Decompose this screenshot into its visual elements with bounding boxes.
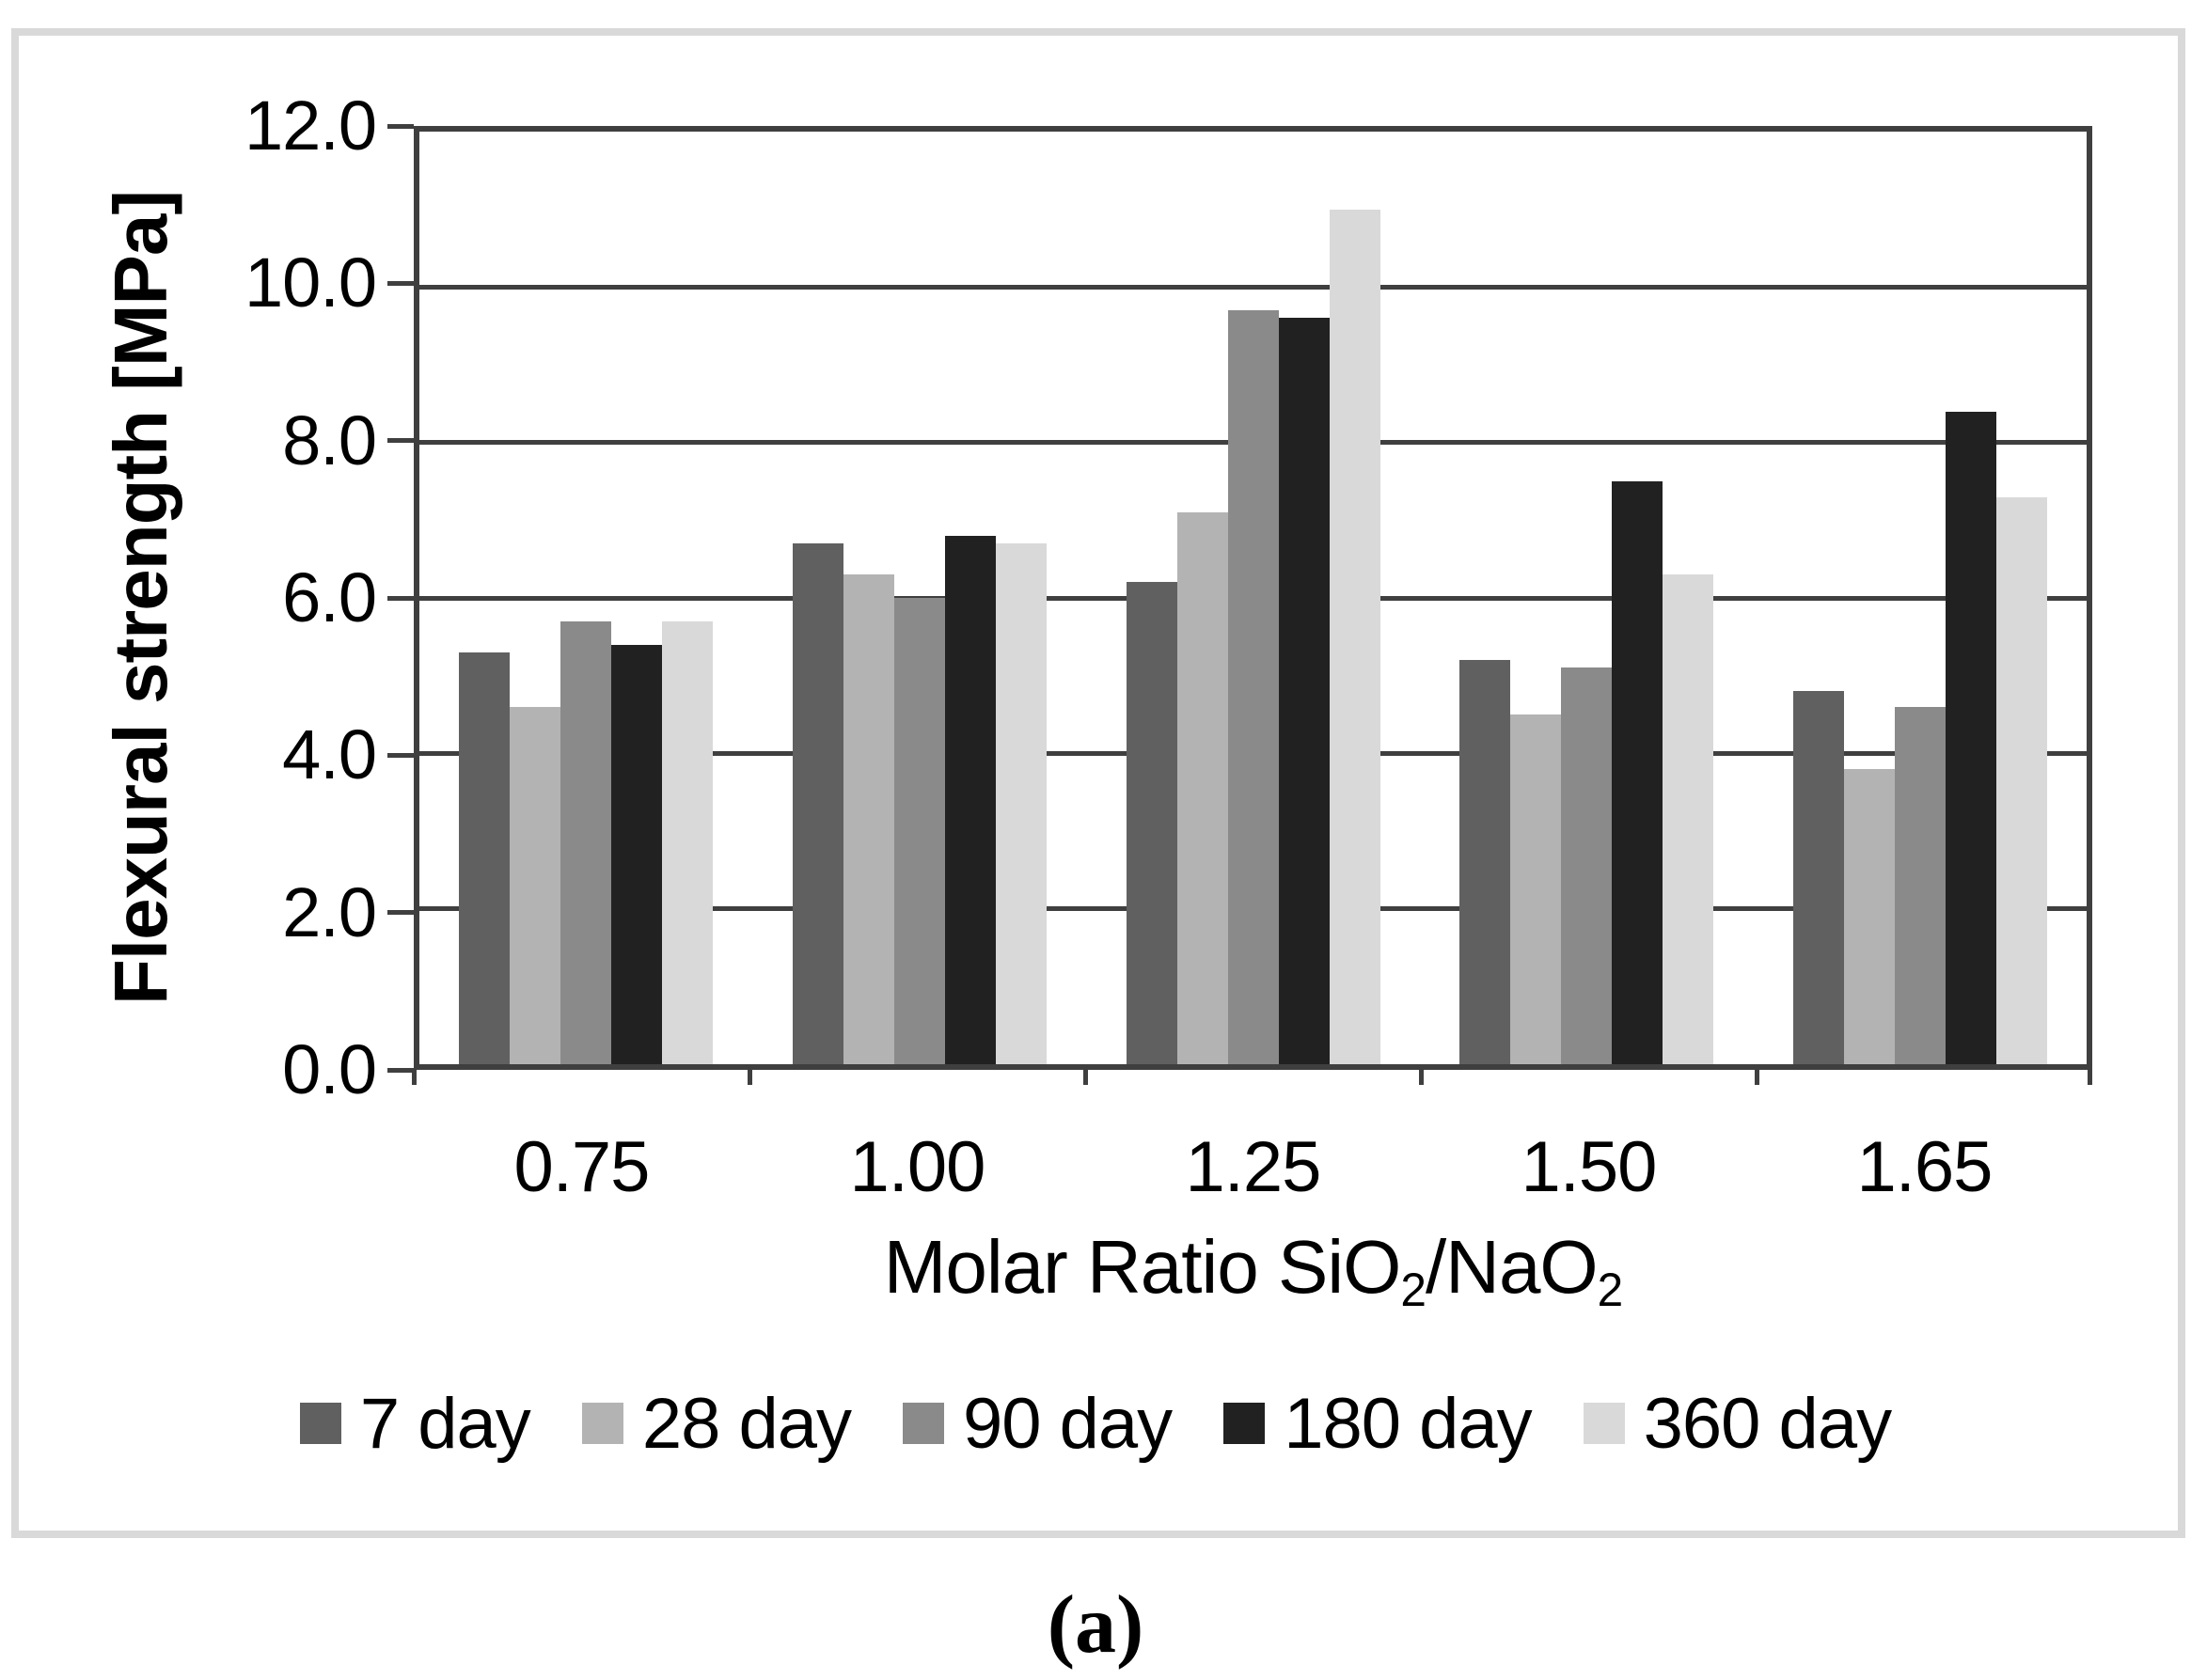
y-tick-label-6.0: 6.0 bbox=[282, 558, 377, 636]
y-tick-label-10.0: 10.0 bbox=[244, 243, 377, 322]
bar-7-day-1.00 bbox=[792, 543, 843, 1064]
bar-7-day-0.75 bbox=[459, 652, 511, 1064]
bar-28-day-1.00 bbox=[843, 574, 894, 1064]
bar-180-day-1.50 bbox=[1612, 481, 1663, 1064]
y-tick-label-0.0: 0.0 bbox=[282, 1030, 377, 1108]
x-axis-title-subscript2: 2 bbox=[1597, 1263, 1624, 1316]
category-label-0.75: 0.75 bbox=[513, 1127, 651, 1207]
legend-item-180-day: 180 day bbox=[1223, 1383, 1533, 1465]
legend-label: 90 day bbox=[963, 1383, 1173, 1464]
bar-360-day-1.65 bbox=[1995, 496, 2047, 1064]
x-axis-title-subscript: 2 bbox=[1400, 1263, 1427, 1316]
legend-label: 360 day bbox=[1643, 1383, 1892, 1464]
legend-label: 180 day bbox=[1284, 1383, 1532, 1464]
bar-360-day-1.25 bbox=[1329, 209, 1380, 1064]
x-axis-title-text: Molar Ratio SiO bbox=[883, 1225, 1402, 1309]
figure-caption: (a) bbox=[1047, 1579, 1144, 1671]
y-tick-label-2.0: 2.0 bbox=[282, 872, 377, 951]
bar-28-day-1.50 bbox=[1510, 714, 1562, 1064]
legend-item-360-day: 360 day bbox=[1583, 1383, 1892, 1465]
y-tick-mark-12.0 bbox=[387, 123, 414, 129]
x-tick-mark-0 bbox=[411, 1070, 417, 1085]
bar-90-day-1.25 bbox=[1227, 310, 1279, 1064]
bar-28-day-1.65 bbox=[1843, 768, 1895, 1064]
bar-180-day-0.75 bbox=[611, 644, 663, 1064]
x-tick-mark-3 bbox=[1418, 1070, 1424, 1085]
x-tick-mark-4 bbox=[1754, 1070, 1759, 1085]
y-tick-label-8.0: 8.0 bbox=[282, 400, 377, 479]
y-tick-mark-0.0 bbox=[387, 1067, 414, 1073]
category-label-1.50: 1.50 bbox=[1521, 1127, 1658, 1207]
bar-90-day-0.75 bbox=[560, 620, 612, 1064]
bar-28-day-1.25 bbox=[1176, 512, 1228, 1064]
y-tick-mark-2.0 bbox=[387, 910, 414, 916]
legend-label: 28 day bbox=[641, 1383, 852, 1464]
category-label-1.65: 1.65 bbox=[1856, 1127, 1994, 1207]
y-tick-mark-8.0 bbox=[387, 438, 414, 444]
x-axis-title: Molar Ratio SiO2/NaO2 bbox=[414, 1224, 2092, 1317]
plot-area bbox=[414, 126, 2092, 1070]
bar-7-day-1.50 bbox=[1459, 660, 1511, 1064]
x-tick-mark-2 bbox=[1082, 1070, 1088, 1085]
legend-item-28-day: 28 day bbox=[581, 1383, 852, 1465]
bar-360-day-1.00 bbox=[995, 543, 1047, 1064]
bar-7-day-1.65 bbox=[1792, 691, 1844, 1064]
legend-swatch-icon bbox=[903, 1403, 944, 1444]
category-label-1.00: 1.00 bbox=[849, 1127, 986, 1207]
x-tick-mark-1 bbox=[747, 1070, 752, 1085]
y-tick-label-4.0: 4.0 bbox=[282, 715, 377, 794]
legend-label: 7 day bbox=[359, 1383, 531, 1464]
legend-swatch-icon bbox=[299, 1403, 341, 1444]
bar-180-day-1.65 bbox=[1945, 411, 1996, 1064]
bar-90-day-1.00 bbox=[893, 598, 945, 1064]
x-tick-mark-5 bbox=[2088, 1070, 2092, 1085]
bar-7-day-1.25 bbox=[1126, 582, 1177, 1064]
y-tick-mark-10.0 bbox=[387, 280, 414, 286]
y-tick-label-12.0: 12.0 bbox=[244, 86, 377, 165]
legend-swatch-icon bbox=[1223, 1403, 1266, 1444]
legend-swatch-icon bbox=[581, 1403, 623, 1444]
bar-360-day-0.75 bbox=[662, 620, 714, 1064]
gridline-10.0 bbox=[419, 284, 2087, 290]
bar-360-day-1.50 bbox=[1663, 574, 1714, 1064]
bar-180-day-1.00 bbox=[944, 535, 996, 1064]
category-label-1.25: 1.25 bbox=[1185, 1127, 1322, 1207]
bar-90-day-1.65 bbox=[1894, 706, 1946, 1064]
bar-180-day-1.25 bbox=[1278, 318, 1330, 1064]
bar-90-day-1.50 bbox=[1561, 667, 1613, 1064]
chart-legend: 7 day 28 day 90 day 180 day 360 day bbox=[0, 1374, 2191, 1472]
legend-item-7-day: 7 day bbox=[299, 1383, 531, 1465]
legend-swatch-icon bbox=[1583, 1403, 1625, 1444]
plot-inner bbox=[419, 132, 2087, 1064]
legend-item-90-day: 90 day bbox=[903, 1383, 1173, 1465]
y-tick-mark-6.0 bbox=[387, 595, 414, 601]
bar-28-day-0.75 bbox=[510, 706, 561, 1064]
x-axis-title-text2: /NaO bbox=[1425, 1225, 1599, 1309]
y-tick-mark-4.0 bbox=[387, 752, 414, 758]
